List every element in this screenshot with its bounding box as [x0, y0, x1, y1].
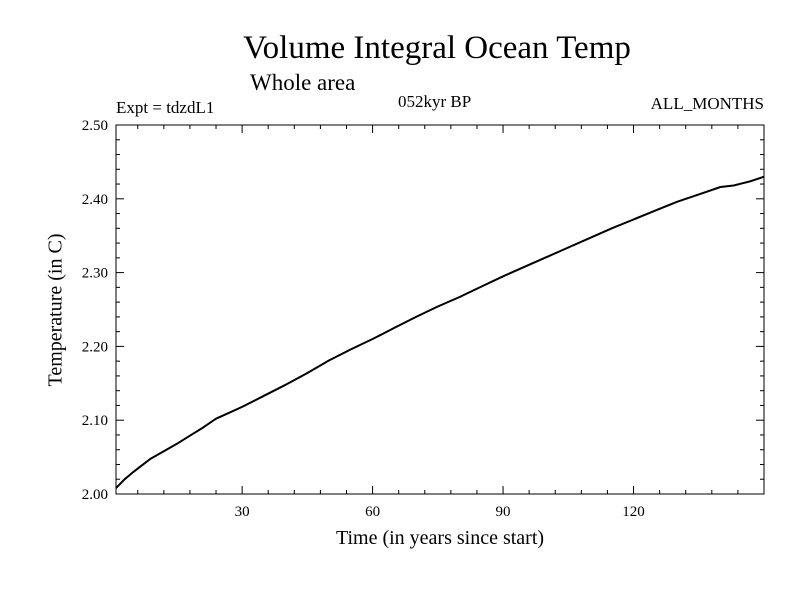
y-tick-label: 2.30 [82, 266, 108, 282]
y-tick-label: 2.40 [82, 192, 108, 208]
months-label: ALL_MONTHS [650, 94, 764, 113]
chart-subtitle: Whole area [250, 70, 356, 95]
series-layer [115, 175, 765, 489]
y-tick-label: 2.50 [82, 118, 108, 134]
period-label: 052kyr BP [398, 92, 472, 111]
plot-frame [115, 124, 765, 495]
tick-labels: 2.00 2.10 2.20 2.30 2.40 2.50 30 60 90 120 [82, 118, 645, 520]
x-tick-label: 120 [622, 504, 645, 520]
y-tick-label: 2.10 [82, 413, 108, 429]
x-tick-label: 30 [235, 504, 250, 520]
axis-ticks [116, 124, 765, 495]
x-tick-label: 60 [365, 504, 380, 520]
y-tick-label: 2.20 [82, 339, 108, 355]
y-tick-label: 2.00 [82, 487, 108, 503]
series-line [115, 175, 765, 489]
chart-title: Volume Integral Ocean Temp [243, 30, 631, 66]
x-axis-label: Time (in years since start) [335, 527, 545, 549]
experiment-label: Expt = tdzdL1 [116, 98, 215, 117]
x-tick-label: 90 [496, 504, 511, 520]
